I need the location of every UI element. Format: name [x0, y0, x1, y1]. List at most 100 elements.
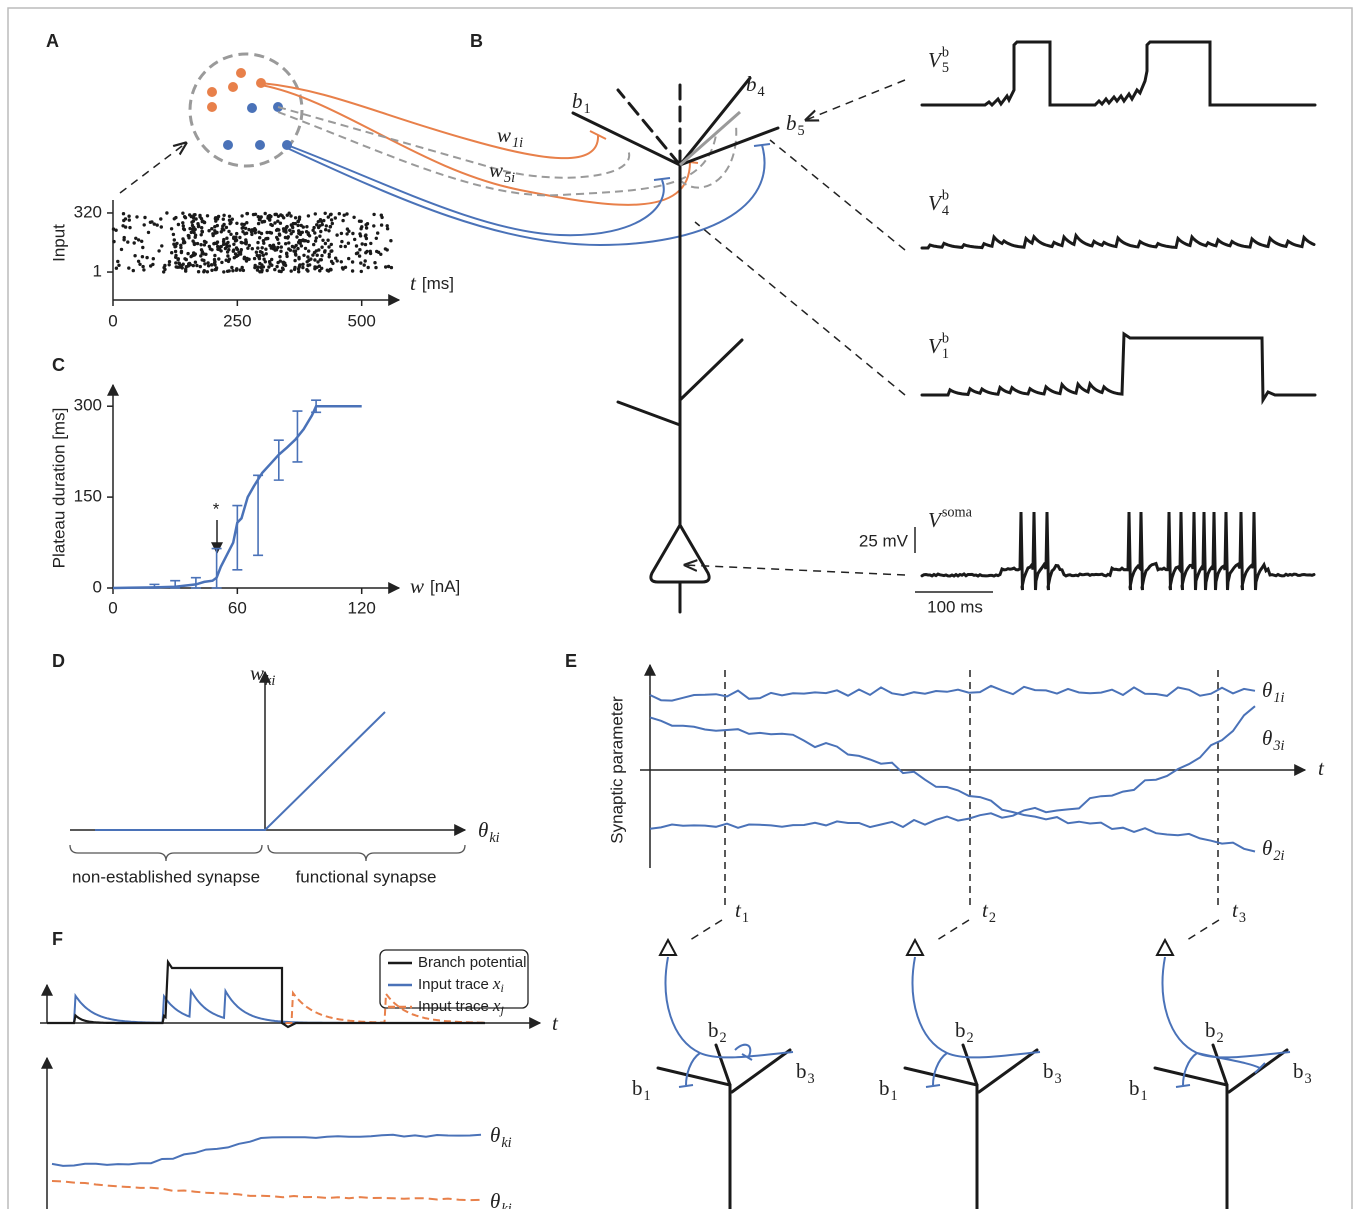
- dendrite: [656, 1043, 792, 1209]
- raster-dot: [258, 236, 262, 240]
- math-label: θ: [1262, 678, 1272, 702]
- raster-dot: [122, 235, 126, 240]
- x-tick-label: 60: [228, 598, 247, 617]
- raster-dot: [313, 231, 317, 235]
- raster-dot: [231, 269, 235, 273]
- raster-dot: [269, 214, 273, 219]
- math-superscript: soma: [942, 504, 973, 520]
- raster-dot: [200, 229, 204, 233]
- raster-dot: [307, 249, 311, 253]
- raster-dot: [307, 234, 312, 238]
- connections: [260, 82, 771, 247]
- raster-dot: [167, 260, 172, 264]
- raster-dot: [290, 244, 295, 249]
- math-subscript: 1: [742, 910, 749, 926]
- raster-dot: [318, 234, 322, 238]
- raster-dot: [299, 239, 304, 243]
- raster-dot: [241, 230, 245, 234]
- theta-trace: [51, 1180, 482, 1202]
- raster-dot: [364, 233, 368, 237]
- raster-dot: [240, 214, 244, 218]
- raster-dot: [206, 261, 210, 265]
- error-bar: [232, 504, 243, 571]
- raster-dot: [319, 229, 323, 234]
- panel-label: B: [470, 31, 483, 51]
- raster-dot: [316, 225, 321, 230]
- math-subscript: 2: [967, 1030, 974, 1046]
- raster-dot: [235, 221, 239, 225]
- raster-dot: [297, 215, 302, 219]
- raster-dot: [263, 211, 267, 216]
- math-label: t: [982, 898, 989, 922]
- raster-dot: [226, 244, 230, 248]
- raster-dot: [224, 258, 228, 262]
- error-bar: [149, 583, 160, 589]
- x-axis-label: t: [552, 1011, 559, 1035]
- raster-dot: [143, 215, 147, 220]
- raster-dot: [136, 238, 141, 242]
- dendrite: [1153, 1043, 1289, 1209]
- raster-dot: [386, 264, 391, 269]
- raster-dot: [327, 252, 331, 256]
- raster-dot: [122, 218, 126, 223]
- raster-dot: [240, 226, 244, 230]
- raster-dot: [140, 239, 144, 243]
- raster-dot: [261, 239, 266, 243]
- raster-dot: [189, 214, 193, 219]
- raster-dot: [280, 214, 284, 218]
- raster-dot: [308, 263, 312, 267]
- raster-dot: [199, 243, 203, 247]
- raster-dot: [253, 263, 257, 268]
- panel-label: A: [46, 31, 59, 51]
- math-superscript: b: [942, 44, 949, 60]
- raster-dot: [289, 269, 293, 273]
- raster-dot: [275, 235, 279, 240]
- math-label: b: [1043, 1059, 1054, 1083]
- raster-dot: [240, 222, 244, 226]
- raster-dot: [327, 229, 331, 233]
- raster-dot: [235, 247, 240, 252]
- raster-dot: [227, 269, 231, 273]
- raster-dot: [184, 269, 188, 273]
- raster-dot: [240, 265, 244, 270]
- raster-dot: [191, 239, 195, 243]
- raster-dot: [245, 221, 249, 225]
- axon: [1161, 956, 1291, 1088]
- raster-dot: [127, 214, 131, 218]
- raster-dot: [309, 257, 313, 261]
- raster-dot: [286, 235, 290, 239]
- raster-dot: [297, 270, 301, 274]
- scale-voltage: 25 mV: [859, 531, 909, 550]
- math-label: b: [786, 111, 797, 135]
- raster-dot: [301, 262, 305, 266]
- x-tick-label: 120: [348, 598, 376, 617]
- raster-dot: [152, 222, 156, 226]
- raster-dot: [230, 265, 234, 270]
- raster-dot: [343, 265, 348, 269]
- math-label: b: [1293, 1059, 1304, 1083]
- raster-dot: [295, 235, 299, 239]
- raster-dot: [226, 240, 230, 245]
- raster-dot: [366, 265, 370, 270]
- neuron: [571, 76, 906, 614]
- raster-dot: [311, 253, 315, 257]
- raster-dot: [276, 260, 280, 265]
- math-label: b: [572, 89, 583, 113]
- math-label: b: [1205, 1018, 1216, 1042]
- math-label: θ: [1262, 836, 1272, 860]
- raster-dot: [293, 258, 297, 263]
- raster-dot: [320, 245, 324, 249]
- raster-dot: [193, 233, 198, 237]
- raster-dot: [221, 239, 226, 244]
- raster-dot: [123, 225, 128, 229]
- legend-text-main: Input trace: [418, 976, 489, 993]
- raster-dot: [181, 241, 186, 245]
- math-label: b: [955, 1018, 966, 1042]
- raster-dot: [117, 263, 121, 267]
- raster-dot: [277, 269, 281, 273]
- raster-dot: [257, 256, 262, 261]
- raster-dot: [206, 264, 211, 268]
- math-subscript: 1: [1141, 1088, 1148, 1104]
- raster-dot: [227, 214, 232, 218]
